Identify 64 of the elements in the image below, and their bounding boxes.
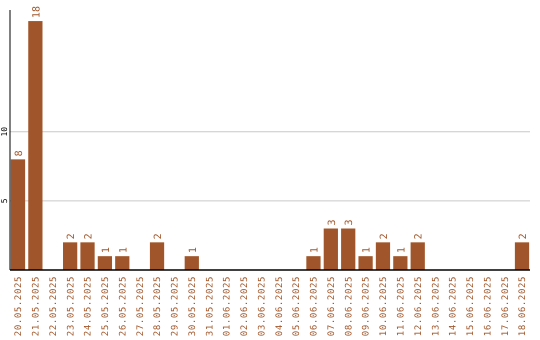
x-tick-label: 06.06.2025: [310, 276, 320, 336]
x-tick-label: 27.05.2025: [136, 276, 146, 336]
x-tick-label: 29.05.2025: [170, 276, 181, 336]
x-tick-label: 14.06.2025: [448, 276, 459, 336]
bar: [393, 256, 408, 270]
bar: [80, 242, 95, 270]
x-tick-label: 05.06.2025: [292, 276, 302, 336]
x-tick-label: 25.05.2025: [101, 276, 112, 336]
x-tick-label: 07.06.2025: [326, 276, 337, 336]
y-tick-label: 5: [0, 198, 9, 204]
bar: [341, 228, 356, 270]
x-tick-label: 12.06.2025: [414, 276, 424, 336]
bar: [28, 21, 42, 270]
data-label: 3: [344, 219, 356, 226]
data-label: 18: [31, 6, 42, 18]
bar: [63, 242, 78, 270]
data-label: 1: [396, 247, 408, 254]
bar: [376, 242, 390, 270]
x-tick-label: 02.06.2025: [240, 276, 250, 336]
bar: [98, 256, 112, 270]
data-label: 1: [100, 247, 112, 254]
bar: [514, 242, 530, 270]
data-label: 1: [362, 247, 373, 254]
data-label: 1: [118, 247, 130, 254]
x-tick-label: 09.06.2025: [362, 276, 372, 336]
x-tick-label: 11.06.2025: [396, 276, 406, 336]
x-tick-label: 16.06.2025: [483, 276, 494, 336]
x-tick-label: 20.05.2025: [14, 276, 24, 336]
data-label: 2: [378, 233, 390, 240]
x-tick-label: 10.06.2025: [379, 276, 390, 336]
x-tick-label: 21.05.2025: [32, 276, 42, 336]
x-tick-label: 15.06.2025: [466, 276, 476, 336]
data-label: 2: [153, 233, 164, 240]
y-tick-label: 10: [0, 126, 9, 137]
x-tick-label: 24.05.2025: [84, 276, 94, 336]
x-tick-label: 23.05.2025: [66, 276, 76, 336]
x-tick-label: 17.06.2025: [500, 276, 511, 336]
data-label: 1: [309, 247, 320, 254]
x-tick-label: 22.05.2025: [48, 276, 59, 336]
x-tick-label: 18.06.2025: [518, 276, 528, 336]
bar: [324, 228, 338, 270]
data-label: 3: [326, 219, 338, 226]
data-label: 2: [518, 233, 530, 240]
bar: [115, 256, 130, 270]
bar: [306, 256, 321, 270]
x-tick-label: 26.05.2025: [118, 276, 128, 336]
bar: [10, 159, 26, 270]
bar: [358, 256, 373, 270]
x-tick-label: 31.05.2025: [205, 276, 216, 336]
data-label: 2: [66, 233, 78, 240]
x-tick-label: 13.06.2025: [431, 276, 442, 336]
data-label: 2: [84, 233, 95, 240]
bar: [410, 242, 425, 270]
x-tick-label: 03.06.2025: [257, 276, 268, 336]
x-tick-label: 04.06.2025: [274, 276, 285, 336]
bar: [150, 242, 164, 270]
data-label: 8: [14, 150, 25, 156]
x-tick-label: 30.05.2025: [188, 276, 198, 336]
x-tick-label: 28.05.2025: [153, 276, 164, 336]
data-label: 2: [414, 233, 425, 240]
bar: [184, 256, 199, 270]
data-label: 1: [188, 247, 199, 254]
x-tick-label: 08.06.2025: [344, 276, 354, 336]
x-tick-label: 01.06.2025: [222, 276, 233, 336]
